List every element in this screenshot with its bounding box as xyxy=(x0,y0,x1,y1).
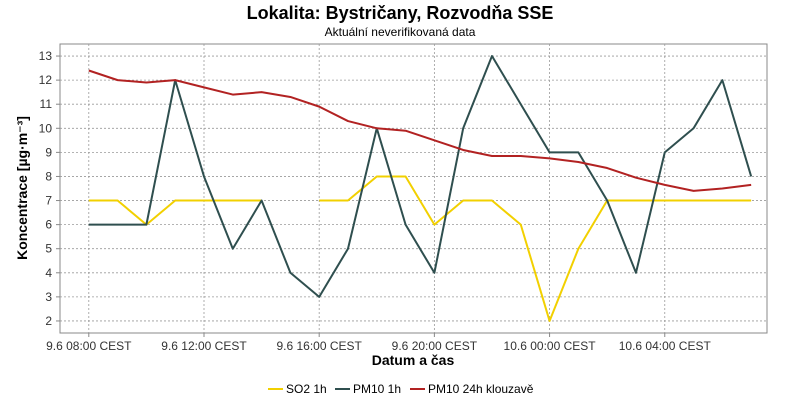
y-tick-label: 5 xyxy=(45,242,52,256)
series-line-2 xyxy=(88,69,752,192)
series-lines xyxy=(88,55,753,322)
y-tick-label: 12 xyxy=(39,73,53,87)
y-tick-label: 7 xyxy=(45,194,52,208)
y-axis-ticks: 2 3 4 5 6 7 8 9 10 11 12 13 xyxy=(39,49,60,328)
chart-subtitle: Aktuální neverifikovaná data xyxy=(325,25,476,39)
y-tick-label: 2 xyxy=(45,314,52,328)
y-axis-label: Koncentrace [µg·m⁻³] xyxy=(14,116,30,260)
y-tick-label: 11 xyxy=(40,97,53,111)
y-tick-label: 4 xyxy=(45,266,52,280)
y-tick-label: 9 xyxy=(45,145,52,159)
x-axis-ticks: 9.6 08:00 CEST 9.6 12:00 CEST 9.6 16:00 CE… xyxy=(46,333,711,353)
x-tick-label: 9.6 16:00 CEST xyxy=(276,339,362,353)
y-tick-label: 8 xyxy=(45,169,52,183)
legend-label-0: SO2 1h xyxy=(286,382,327,396)
x-tick-label: 9.6 20:00 CEST xyxy=(392,339,478,353)
legend-label-1: PM10 1h xyxy=(353,382,401,396)
series-line-1 xyxy=(88,55,753,298)
x-tick-label: 9.6 08:00 CEST xyxy=(46,339,132,353)
y-tick-label: 13 xyxy=(39,49,53,63)
legend-label-2: PM10 24h klouzavě xyxy=(428,382,534,396)
y-tick-label: 6 xyxy=(45,218,52,232)
legend: SO2 1h PM10 1h PM10 24h klouzavě xyxy=(268,382,534,396)
y-tick-label: 3 xyxy=(45,290,52,304)
x-tick-label: 10.6 00:00 CEST xyxy=(504,339,597,353)
x-tick-label: 10.6 04:00 CEST xyxy=(619,339,712,353)
x-axis-label: Datum a čas xyxy=(372,352,455,368)
x-tick-label: 9.6 12:00 CEST xyxy=(161,339,247,353)
y-tick-label: 10 xyxy=(39,121,53,135)
chart-title: Lokalita: Bystričany, Rozvodňa SSE xyxy=(247,3,554,23)
